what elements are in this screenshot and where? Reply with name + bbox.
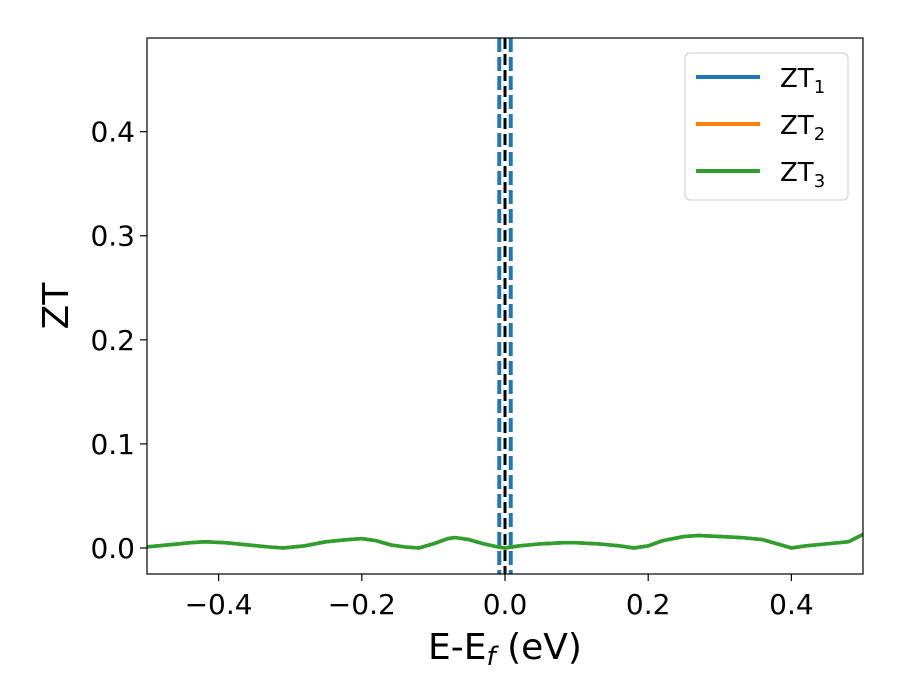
legend-entry: ZT2 xyxy=(780,111,825,145)
legend-entry-sub: 1 xyxy=(814,77,825,98)
x-axis-label-main: E-E xyxy=(428,627,486,668)
x-axis-label-unit: (eV) xyxy=(496,627,582,668)
y-tick-label: 0.2 xyxy=(90,324,135,357)
legend-entry-name: ZT xyxy=(780,64,814,94)
reference-lines xyxy=(497,38,513,574)
y-axis-label: ZT xyxy=(36,282,77,330)
x-tick-label: −0.2 xyxy=(328,588,396,621)
x-tick-label: 0.0 xyxy=(483,588,528,621)
x-tick-label: 0.2 xyxy=(626,588,671,621)
y-axis-ticks: 0.0 0.1 0.2 0.3 0.4 xyxy=(90,116,147,565)
y-tick-label: 0.1 xyxy=(90,428,135,461)
legend-entry-name: ZT xyxy=(780,111,814,141)
x-axis-ticks: −0.4 −0.2 0.0 0.2 0.4 xyxy=(185,574,814,621)
legend-entry: ZT3 xyxy=(780,158,825,192)
series-lines xyxy=(147,532,863,550)
legend-box xyxy=(684,52,849,201)
x-axis-label: E-Ef (eV) xyxy=(428,627,582,672)
legend-entry-sub: 3 xyxy=(814,171,825,192)
legend-entry-sub: 2 xyxy=(814,124,825,145)
x-tick-label: 0.4 xyxy=(769,588,814,621)
y-tick-label: 0.4 xyxy=(90,116,135,149)
y-tick-label: 0.3 xyxy=(90,220,135,253)
legend-entry-name: ZT xyxy=(780,158,814,188)
x-tick-label: −0.4 xyxy=(185,588,253,621)
legend-entry: ZT1 xyxy=(780,64,825,98)
series-line xyxy=(147,532,863,550)
y-tick-label: 0.0 xyxy=(90,532,135,565)
